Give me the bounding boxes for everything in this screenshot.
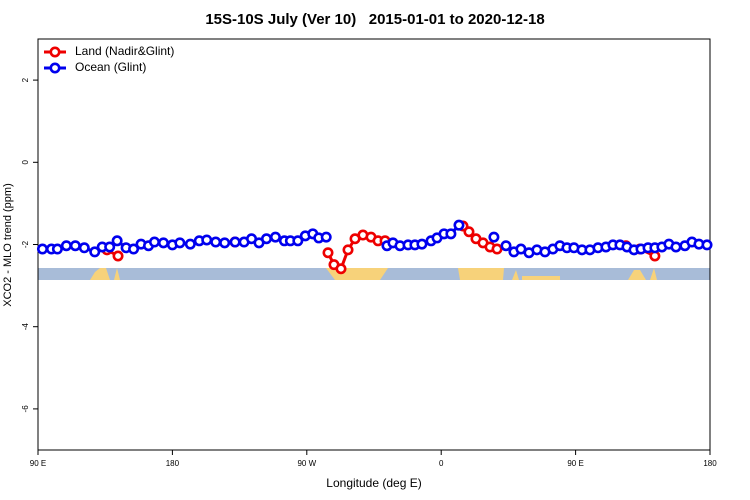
data-point: [51, 243, 63, 255]
y-axis-label: XCO2 - MLO trend (ppm): [2, 183, 14, 306]
data-point: [201, 234, 213, 246]
data-point: [463, 226, 475, 238]
map-strip: [38, 268, 710, 280]
x-tick-label: 0: [439, 459, 444, 468]
y-tick-label: -2: [21, 240, 30, 248]
y-tick-label: 0: [21, 160, 30, 165]
data-point: [157, 237, 169, 249]
data-point: [701, 239, 713, 251]
x-tick-label: 180: [703, 459, 717, 468]
y-tick-label: -6: [21, 405, 30, 413]
data-point: [69, 240, 81, 252]
data-point: [60, 240, 72, 252]
data-point: [104, 241, 116, 253]
data-point: [260, 233, 272, 245]
data-point: [111, 235, 123, 247]
data-point: [292, 235, 304, 247]
x-tick-label: 180: [166, 459, 180, 468]
data-point: [445, 228, 457, 240]
data-point: [78, 242, 90, 254]
data-point: [500, 240, 512, 252]
data-point: [322, 247, 334, 259]
legend-marker: [49, 62, 61, 74]
data-point: [320, 231, 332, 243]
x-tick-label: 90 E: [30, 459, 46, 468]
data-point: [89, 246, 101, 258]
x-tick-label: 90 W: [297, 459, 316, 468]
legend-label: Land (Nadir&Glint): [75, 44, 174, 58]
data-point: [488, 231, 500, 243]
data-point: [335, 263, 347, 275]
data-point: [342, 244, 354, 256]
y-tick-label: 2: [21, 77, 30, 82]
data-point: [269, 231, 281, 243]
legend-marker: [49, 46, 61, 58]
data-point: [670, 241, 682, 253]
y-tick-label: -4: [21, 323, 30, 331]
data-point: [112, 250, 124, 262]
data-point: [453, 219, 465, 231]
x-tick-label: 90 E: [567, 459, 583, 468]
data-point: [491, 243, 503, 255]
legend-label: Ocean (Glint): [75, 60, 146, 74]
data-point: [219, 237, 231, 249]
data-point: [416, 238, 428, 250]
data-point: [229, 236, 241, 248]
data-point: [36, 243, 48, 255]
x-axis-label: Longitude (deg E): [326, 476, 421, 490]
data-point: [174, 237, 186, 249]
data-point: [210, 236, 222, 248]
data-point: [184, 238, 196, 250]
chart-title: 15S-10S July (Ver 10) 2015-01-01 to 2020…: [205, 11, 544, 28]
data-point: [148, 236, 160, 248]
data-point: [128, 243, 140, 255]
